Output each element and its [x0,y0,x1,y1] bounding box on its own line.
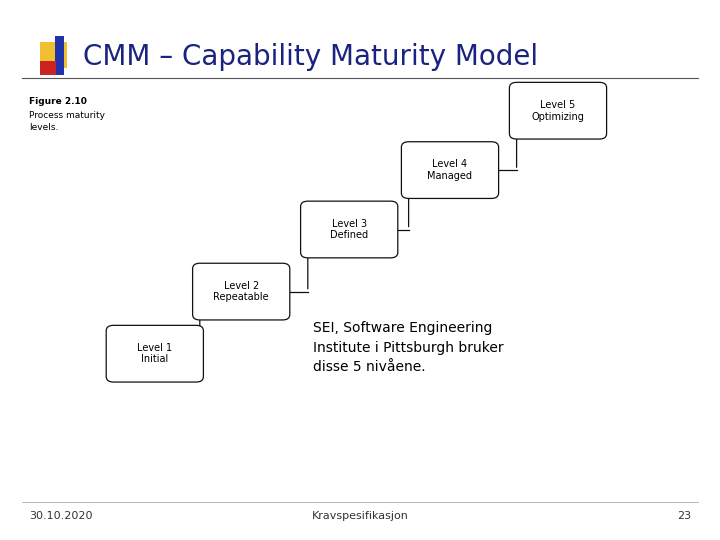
Text: Figure 2.10: Figure 2.10 [29,97,86,106]
Text: SEI, Software Engineering
Institute i Pittsburgh bruker
disse 5 nivåene.: SEI, Software Engineering Institute i Pi… [313,321,504,374]
Text: 30.10.2020: 30.10.2020 [29,511,92,521]
FancyBboxPatch shape [510,82,606,139]
Text: CMM – Capability Maturity Model: CMM – Capability Maturity Model [83,43,538,71]
FancyBboxPatch shape [40,61,56,75]
Text: Level 5
Optimizing: Level 5 Optimizing [531,100,585,122]
FancyBboxPatch shape [193,263,289,320]
FancyBboxPatch shape [40,42,67,68]
FancyBboxPatch shape [55,36,64,75]
Text: Level 3
Defined: Level 3 Defined [330,219,368,240]
FancyBboxPatch shape [107,325,203,382]
Text: Process maturity
levels.: Process maturity levels. [29,111,105,132]
Text: 23: 23 [677,511,691,521]
FancyBboxPatch shape [301,201,397,258]
Text: Level 2
Repeatable: Level 2 Repeatable [213,281,269,302]
Text: Level 1
Initial: Level 1 Initial [138,343,172,364]
Text: Level 4
Managed: Level 4 Managed [428,159,472,181]
Text: Kravspesifikasjon: Kravspesifikasjon [312,511,408,521]
FancyBboxPatch shape [402,141,498,198]
